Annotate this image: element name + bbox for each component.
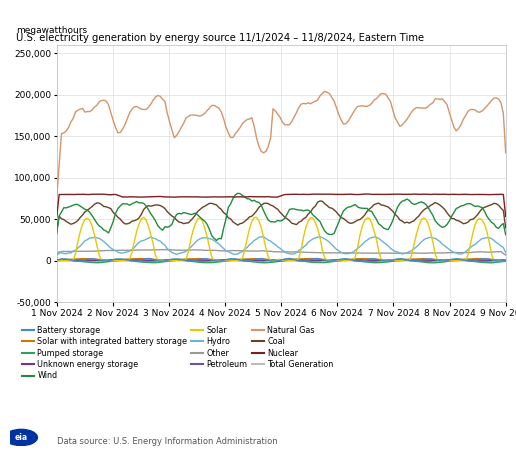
Text: megawatthours: megawatthours <box>17 26 88 35</box>
Text: Data source: U.S. Energy Information Administration: Data source: U.S. Energy Information Adm… <box>57 437 278 446</box>
Legend: Battery storage, Solar with integrated battery storage, Pumped storage, Unknown : Battery storage, Solar with integrated b… <box>21 324 335 382</box>
Text: U.S. electricity generation by energy source 11/1/2024 – 11/8/2024, Eastern Time: U.S. electricity generation by energy so… <box>17 33 425 43</box>
Text: eia: eia <box>14 433 28 442</box>
Circle shape <box>5 429 37 446</box>
